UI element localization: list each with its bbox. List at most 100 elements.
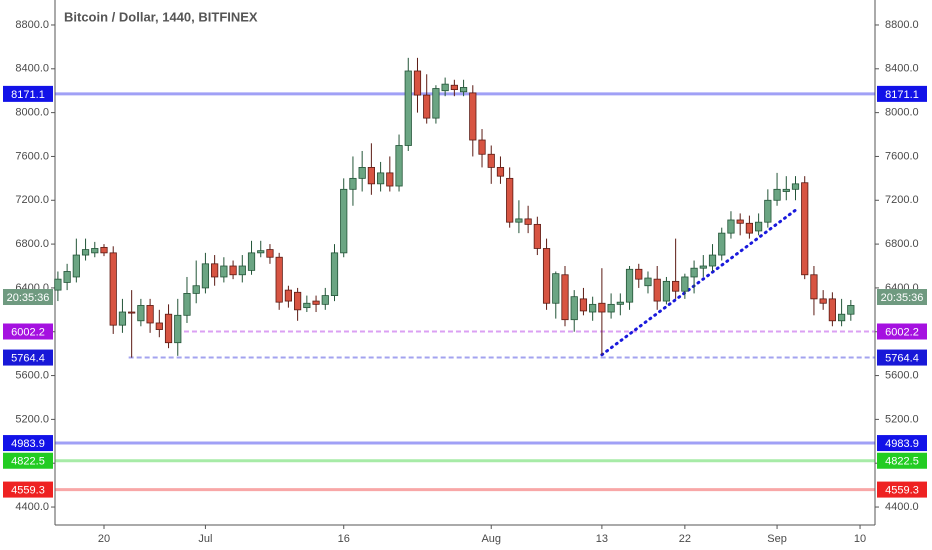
candle-body [164,313,173,344]
candle-body [72,254,80,278]
candle-body [838,313,846,322]
candle-body [155,322,163,330]
countdown-label: 20:35:36 [7,292,50,304]
candle-body [699,265,707,269]
candle-body [496,167,505,177]
x-tick-label: Sep [767,533,787,545]
candle-body [662,280,671,302]
candle-body [201,263,210,289]
price-badge-label: 6002.2 [885,326,919,338]
x-tick-label: 13 [596,533,608,545]
candle-body [616,301,624,305]
candle-body [736,219,744,224]
candle-body [727,219,735,234]
y-tick-label: 5200.0 [885,413,919,425]
y-tick-label: 4400.0 [15,501,49,513]
y-tick-label: 8800.0 [15,19,49,31]
price-badge [3,85,53,102]
price-badge [3,323,53,340]
candle-body [321,295,329,305]
price-badge-label: 4559.3 [885,484,919,496]
price-badge [877,435,927,452]
y-tick-label: 7200.0 [15,194,49,206]
x-tick-label: Aug [481,533,501,545]
y-tick-label: 7600.0 [885,150,919,162]
candle-body [294,291,302,311]
candle-body [506,177,514,223]
y-tick-label: 5600.0 [15,369,49,381]
y-tick-label: 7600.0 [15,150,49,162]
candle-body [478,139,486,155]
candle-body [690,267,698,278]
candle-body [533,223,541,249]
candle-body [91,248,99,254]
candle-body [109,252,117,326]
y-tick-label: 8400.0 [15,63,49,75]
y-tick-label: 6800.0 [885,238,919,250]
candle-body [681,276,689,292]
candle-body [552,273,560,304]
candle-body [63,271,71,283]
candle-body [54,278,62,291]
candle-body [238,265,246,276]
candle-body [330,252,339,296]
candle-body [570,296,578,321]
price-badge [877,452,927,469]
price-badge-label: 5764.4 [11,352,45,364]
y-tick-label: 5200.0 [15,413,49,425]
candle-body [284,289,293,302]
countdown-label: 20:35:36 [881,292,924,304]
price-badge-label: 4822.5 [11,456,45,468]
x-tick-label: 22 [679,533,691,545]
price-badge [877,481,927,498]
candle-body [459,87,468,93]
price-badge [877,323,927,340]
candle-body [303,302,311,309]
x-tick-label: 10 [854,533,866,545]
trend-line [600,208,797,357]
candle-body [266,249,274,258]
candle-body [413,70,422,96]
candle-body [635,268,643,280]
candle-body [247,252,256,271]
candle-body [211,263,219,278]
candle-body [118,311,127,326]
candle-body [128,311,136,314]
candle-body [515,218,523,223]
candle-body [561,274,569,321]
y-tick-label: 7200.0 [885,194,919,206]
y-tick-label: 4400.0 [885,501,919,513]
candle-body [542,248,551,304]
y-tick-label: 8400.0 [885,63,919,75]
price-badge-label: 4822.5 [885,456,919,468]
candle-body [450,84,458,91]
x-tick-label: Jul [198,533,212,545]
candle-body [340,188,348,254]
candle-body [801,182,809,276]
chart-title: Bitcoin / Dollar, 1440, BITFINEX [64,9,258,24]
candle-body [358,167,366,179]
price-badge-label: 8171.1 [11,89,45,101]
countdown-badge [877,289,927,306]
y-tick-label: 6800.0 [15,238,49,250]
candle-body [524,218,532,225]
candle-body [745,222,754,234]
candle-body [819,298,827,304]
candle-body [146,305,154,324]
candle-body [423,94,431,119]
price-badge-label: 4983.9 [11,438,45,450]
price-badge [877,349,927,366]
candle-body [386,172,394,187]
candle-body [791,183,800,190]
candle-body [183,292,191,316]
candle-body [81,249,90,256]
candle-body [773,188,781,201]
candle-body [764,199,772,223]
price-badge [3,349,53,366]
candle-body [672,280,680,292]
candle-body [718,232,726,256]
price-badge-label: 4983.9 [885,438,919,450]
candle-body [229,265,237,276]
